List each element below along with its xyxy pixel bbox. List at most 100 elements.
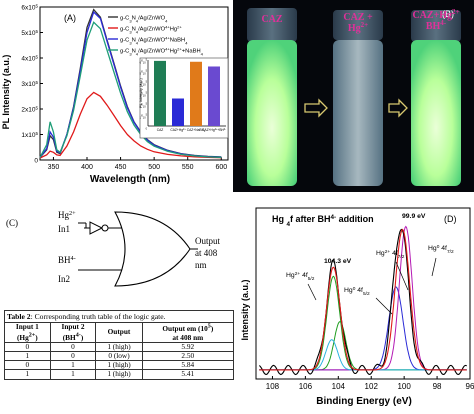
inset-category-label: CAZ bbox=[157, 128, 164, 132]
vial-label: Hg2+ bbox=[348, 21, 368, 34]
output-line-1: Output bbox=[195, 236, 221, 246]
input2-ion: BH4- bbox=[58, 255, 76, 266]
inset-bar bbox=[172, 98, 184, 126]
inset-y-tick-label: 4x105 bbox=[140, 80, 148, 86]
annotation-leader bbox=[307, 283, 317, 301]
table-caption: Table 2: Corresponding truth table of th… bbox=[4, 310, 234, 322]
input1-name: In1 bbox=[58, 224, 70, 234]
vial-1 bbox=[247, 8, 297, 186]
x-tick-label: 350 bbox=[48, 164, 60, 171]
peak-annotation: Hg2+ 4f5/2 bbox=[286, 271, 315, 282]
vial-label: CAZ + bbox=[343, 12, 373, 23]
output-line-2: at 408 bbox=[195, 248, 218, 258]
vial-label: BH4- bbox=[426, 19, 447, 32]
inset-category-label: CAZ+Hg2+ bbox=[170, 128, 186, 132]
annotation-leader bbox=[395, 261, 409, 291]
y-axis-label: Intensity (a.u.) bbox=[240, 279, 250, 340]
y-tick-label: 4x105 bbox=[21, 54, 38, 63]
table-header: Input 1 (Hg2+) bbox=[4, 322, 51, 343]
panel-d-label: (D) bbox=[444, 214, 457, 224]
panel-a-pl-spectra: (A) PL Intensity (a.u.) Wavelength (nm) … bbox=[0, 0, 232, 200]
y-tick-label: 2x105 bbox=[21, 105, 38, 114]
x-tick-label: 100 bbox=[397, 382, 411, 391]
series-line bbox=[39, 91, 222, 159]
y-axis-label: PL Intensity (a.u.) bbox=[1, 55, 11, 130]
inset-bar bbox=[154, 60, 166, 126]
pl-spectra-chart: (A) PL Intensity (a.u.) Wavelength (nm) … bbox=[1, 3, 229, 185]
truth-table: Input 1 (Hg2+) Input 2 (BH4-) Output Output e… bbox=[4, 322, 235, 380]
x-tick-label: 600 bbox=[215, 164, 227, 171]
vial-3 bbox=[411, 10, 461, 186]
vial-2 bbox=[333, 10, 383, 186]
not-gate bbox=[89, 221, 104, 235]
y-tick-label: 1x105 bbox=[21, 131, 38, 140]
panel-c-logic-gate: (C) Hg2+ In1 BH4- In2 Output at 408 nm bbox=[0, 208, 232, 310]
x-axis-label: Binding Energy (eV) bbox=[316, 396, 412, 407]
peak-annotation: Hg2+ 4f7/2 bbox=[376, 249, 405, 260]
vial-label: CAZ bbox=[261, 14, 282, 25]
panel-c-label: (C) bbox=[6, 218, 18, 228]
legend: g-C3N4/Ag/ZnWO4g-C3N4/Ag/ZnWO4+Hg2+g-C3N… bbox=[108, 16, 204, 56]
arrow-icon bbox=[388, 98, 408, 118]
inset-bar bbox=[208, 66, 220, 126]
table-header: Input 2 (BH4-) bbox=[49, 322, 97, 343]
y-tick-label: 6x105 bbox=[21, 3, 38, 12]
inset-category-label: CAZ+NaBH4 bbox=[187, 128, 206, 133]
xps-chart: Hg 4f after BH4- addition (D) Intensity … bbox=[240, 207, 474, 407]
peak-annotation: Hg0 4f7/2 bbox=[428, 244, 454, 255]
y-ticks: 0 1x105 2x105 3x105 4x105 5x105 6x105 bbox=[21, 3, 43, 165]
series-line bbox=[39, 10, 222, 158]
truth-table-block: Table 2: Corresponding truth table of th… bbox=[4, 310, 235, 406]
or-gate bbox=[114, 211, 191, 287]
x-tick-label: 96 bbox=[466, 382, 474, 391]
annotation-leader bbox=[375, 297, 393, 315]
chart-title: Hg 4f after BH4- addition bbox=[272, 214, 374, 228]
vial-label: CAZ+Hg2+ bbox=[412, 8, 459, 21]
plot-frame bbox=[255, 207, 471, 380]
panel-b-label: (B) bbox=[442, 9, 454, 19]
peak-annotation: Hg0 4f5/2 bbox=[344, 286, 370, 297]
caption-bold: Table 2 bbox=[7, 312, 31, 321]
input2-name: In2 bbox=[58, 274, 70, 284]
x-tick-label: 450 bbox=[115, 164, 127, 171]
x-ticks: 108 106 104 102 100 98 96 bbox=[266, 376, 474, 391]
arrow-icon bbox=[304, 98, 328, 118]
annotation-leader bbox=[431, 257, 437, 277]
inset-y-tick-label: 3x105 bbox=[140, 91, 148, 97]
series-line bbox=[39, 21, 222, 159]
x-tick-label: 108 bbox=[266, 382, 280, 391]
table-cell: 1 bbox=[49, 369, 97, 380]
inset-y-tick-label: 1x105 bbox=[140, 113, 148, 119]
fit-curve bbox=[259, 228, 467, 371]
x-tick-label: 500 bbox=[148, 164, 160, 171]
legend-entry: g-C3N4/Ag/ZnWO4+Hg2+ bbox=[120, 24, 182, 34]
peak-annotations: 99.9 eV 104.3 eV Hg2+ 4f7/2 Hg0 4f7/2 Hg2+ 4… bbox=[286, 213, 454, 315]
inset-bar-chart: 0 1x105 2x105 3x105 4x105 5x105 6x105 PL Intens… bbox=[139, 57, 229, 139]
y-tick-label: 5x105 bbox=[21, 29, 38, 38]
x-tick-label: 102 bbox=[365, 382, 379, 391]
logic-gate-diagram: (C) Hg2+ In1 BH4- In2 Output at 408 nm bbox=[6, 210, 221, 287]
table-header: Output bbox=[95, 322, 143, 343]
inset-y-tick-label: 6x105 bbox=[140, 58, 148, 64]
inset-y-tick-label: 0 bbox=[146, 127, 148, 130]
input1-ion: Hg2+ bbox=[58, 210, 76, 221]
output-line-3: nm bbox=[195, 260, 207, 270]
legend-entry: g-C3N4/Ag/ZnWO4+Hg2++NaBH4 bbox=[120, 46, 204, 56]
x-tick-label: 98 bbox=[433, 382, 442, 391]
panel-a-label: (A) bbox=[64, 13, 76, 23]
xps-curves bbox=[258, 225, 467, 376]
inset-y-tick-label: 2x105 bbox=[140, 102, 148, 108]
x-tick-label: 106 bbox=[299, 382, 313, 391]
x-axis-label: Wavelength (nm) bbox=[90, 174, 170, 185]
vial-photo: (B) CAZ CAZ +Hg2+ CAZ+Hg2+BH4- bbox=[233, 0, 474, 192]
inset-bar bbox=[190, 61, 202, 127]
x-tick-label: 550 bbox=[182, 164, 194, 171]
table-cell: 1 (high) bbox=[95, 369, 143, 380]
table-cell: 1 bbox=[4, 369, 51, 380]
peak-annotation: 99.9 eV bbox=[402, 213, 426, 220]
panel-d-xps: Hg 4f after BH4- addition (D) Intensity … bbox=[236, 200, 474, 409]
table-cell: 5.41 bbox=[141, 369, 235, 380]
peak-annotation: 104.3 eV bbox=[324, 258, 352, 265]
vial-labels: CAZ CAZ +Hg2+ CAZ+Hg2+BH4- bbox=[261, 8, 459, 34]
